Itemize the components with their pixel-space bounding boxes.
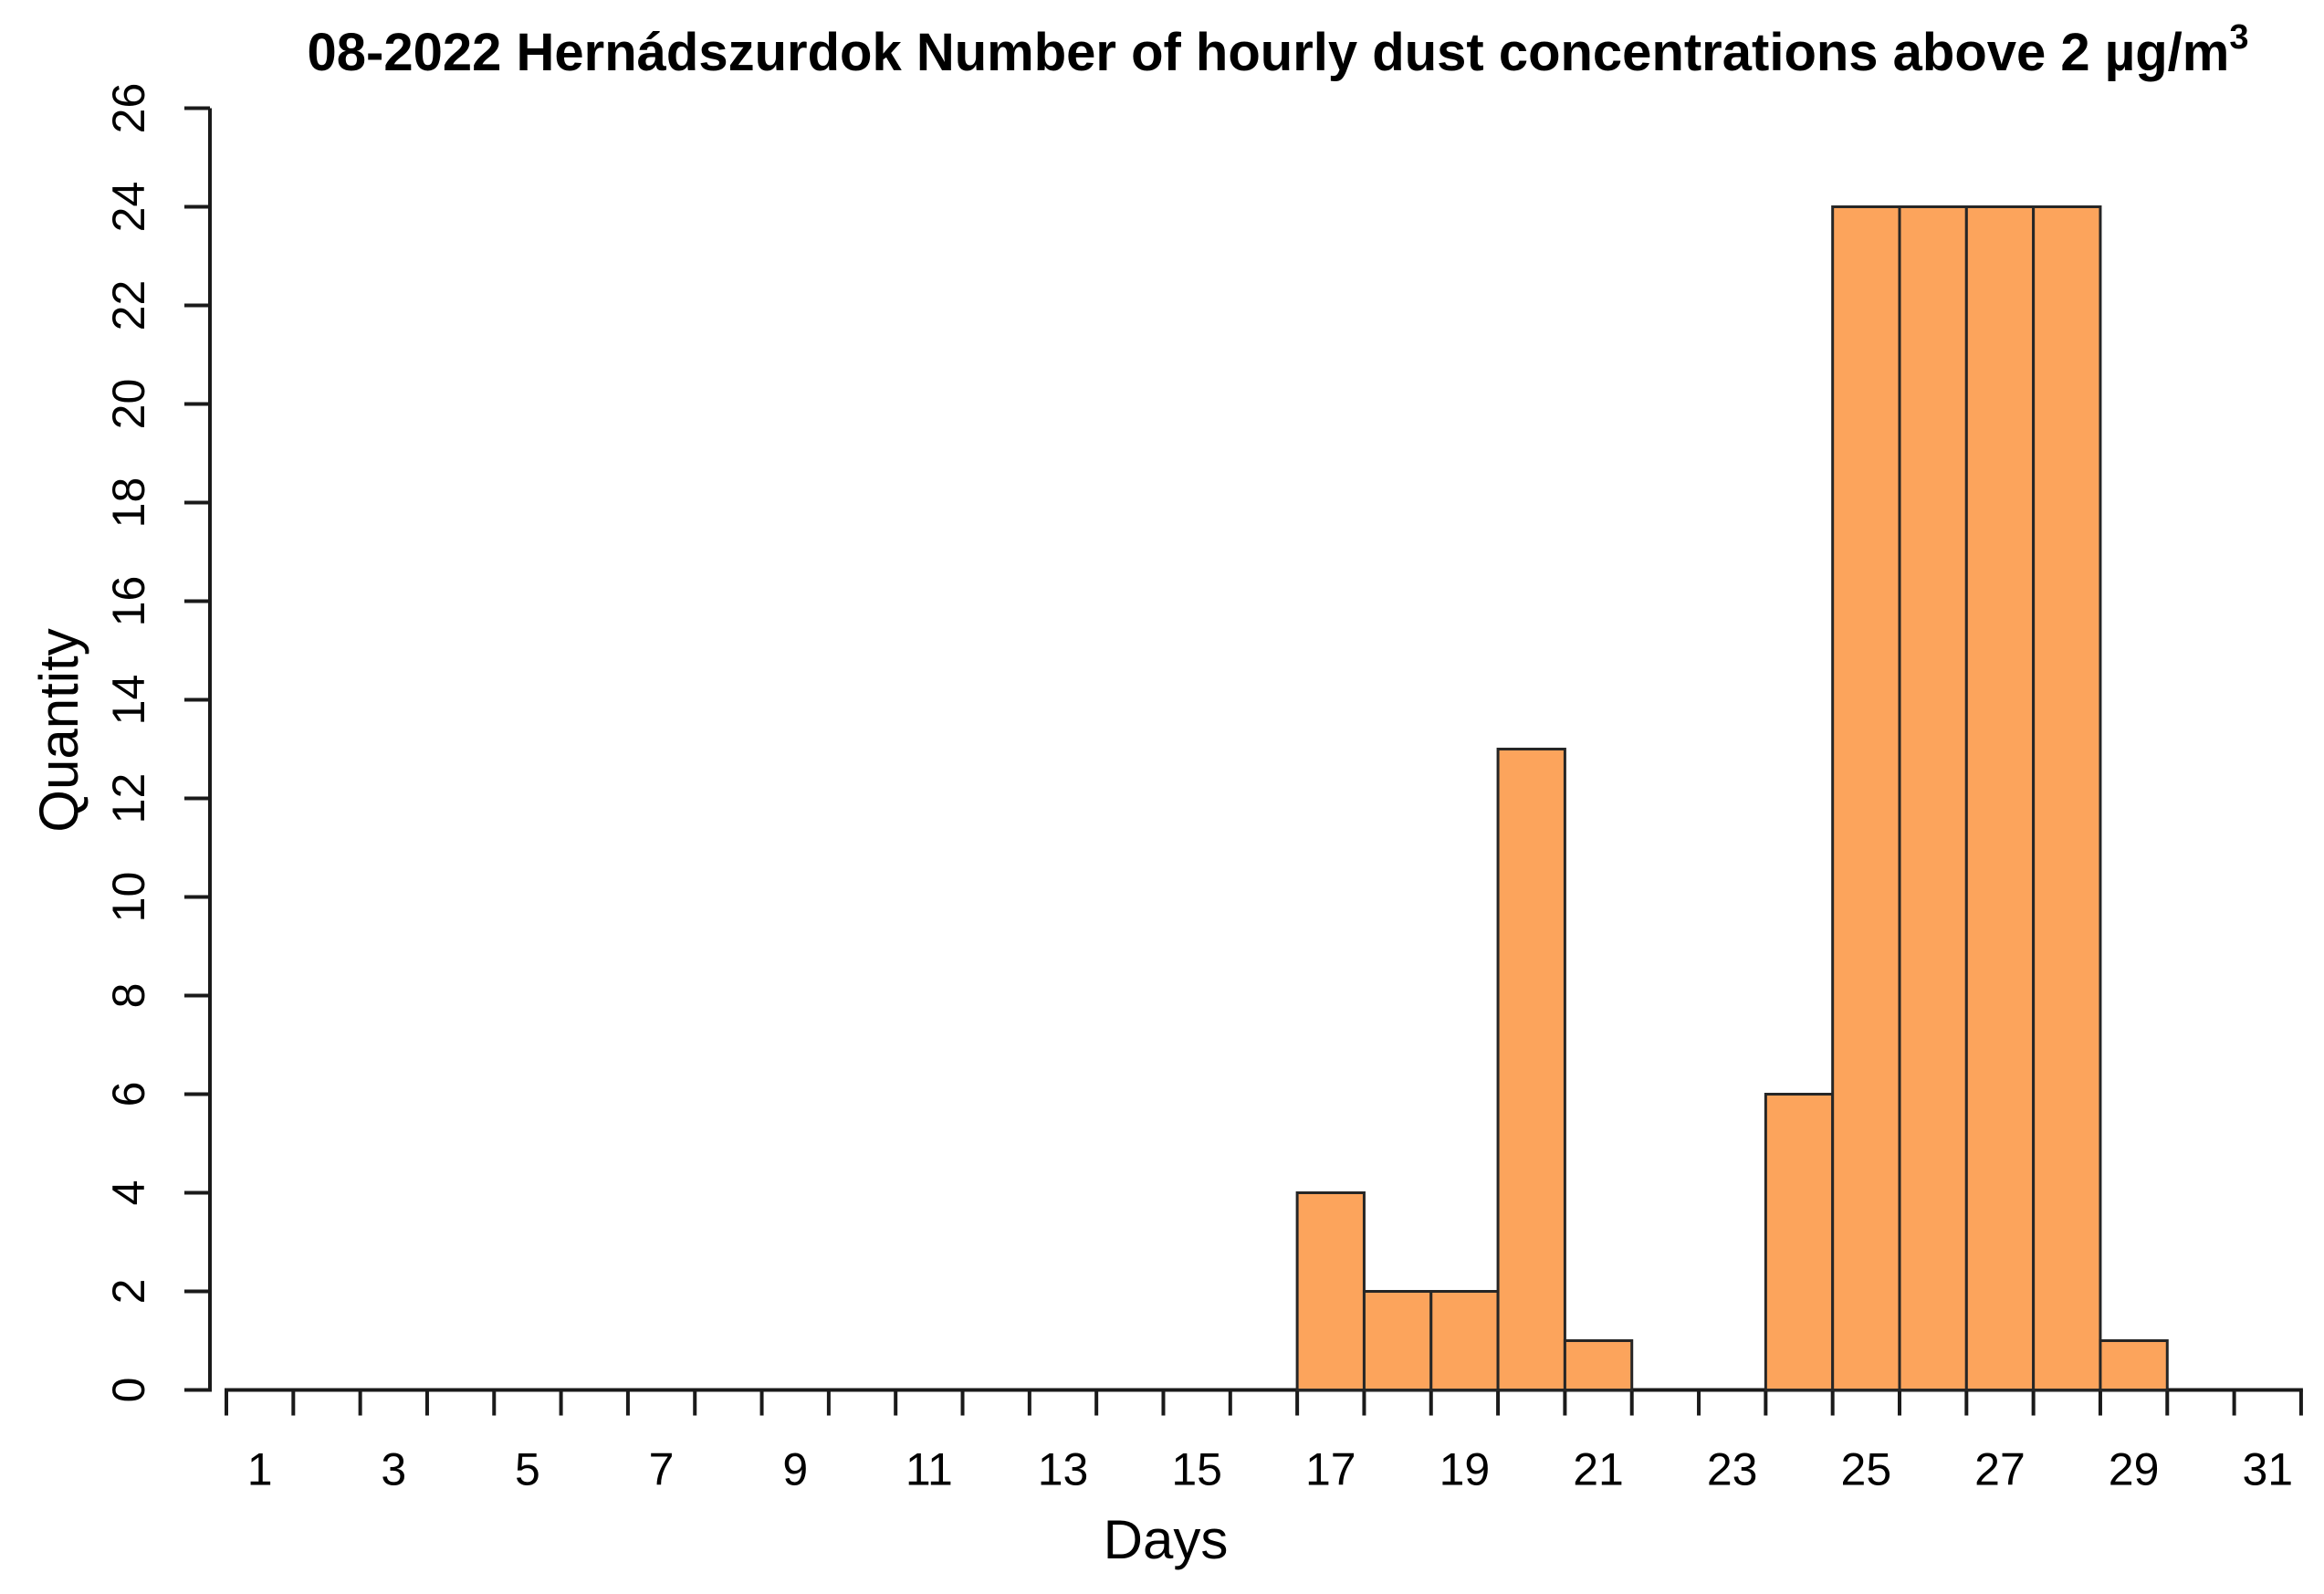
x-tick-label: 21 — [1573, 1444, 1624, 1495]
bar-day-21 — [1563, 1339, 1634, 1391]
y-tick-label: 2 — [103, 1279, 154, 1305]
x-tick-label: 29 — [2109, 1444, 2160, 1495]
y-tick-label: 26 — [103, 83, 154, 134]
x-tick-label: 3 — [381, 1444, 406, 1495]
bar-day-20 — [1496, 748, 1566, 1391]
y-tick-label: 20 — [103, 379, 154, 430]
chart-title-superscript: 3 — [2229, 18, 2248, 57]
x-tick-label: 19 — [1439, 1444, 1491, 1495]
y-tick-label: 22 — [103, 280, 154, 331]
y-tick-label: 24 — [103, 182, 154, 233]
axes-layer: 1 3 5 7 9 11 13 15 17 19 21 23 25 27 29 310246810121416… — [103, 83, 2303, 1495]
x-tick-label: 7 — [649, 1444, 675, 1495]
y-tick-label: 18 — [103, 477, 154, 529]
bar-day-28 — [2032, 205, 2102, 1391]
bar-day-29 — [2099, 1339, 2169, 1391]
y-tick-label: 16 — [103, 576, 154, 627]
x-axis-title: Days — [1104, 1509, 1229, 1570]
y-tick-label: 4 — [103, 1180, 154, 1206]
x-tick-label: 17 — [1305, 1444, 1356, 1495]
x-tick-label: 25 — [1841, 1444, 1892, 1495]
x-tick-label: 23 — [1707, 1444, 1758, 1495]
x-tick-label: 9 — [782, 1444, 808, 1495]
x-tick-label: 15 — [1171, 1444, 1222, 1495]
y-tick-label: 6 — [103, 1082, 154, 1107]
x-tick-label: 31 — [2242, 1444, 2293, 1495]
x-tick-label: 11 — [906, 1444, 953, 1495]
y-tick-label: 0 — [103, 1378, 154, 1403]
bar-day-17 — [1295, 1191, 1366, 1391]
y-tick-label: 8 — [103, 983, 154, 1009]
chart-title-text: 08-2022 Hernádszurdok Number of hourly d… — [308, 23, 2230, 82]
bar-day-27 — [1964, 205, 2036, 1391]
bar-day-25 — [1831, 205, 1901, 1391]
chart-title: 08-2022 Hernádszurdok Number of hourly d… — [308, 18, 2249, 82]
x-tick-label: 27 — [1974, 1444, 2026, 1495]
y-tick-label: 10 — [103, 872, 154, 923]
y-tick-label: 12 — [103, 773, 154, 824]
bar-day-19 — [1429, 1290, 1500, 1391]
y-axis-title: Quantity — [28, 628, 89, 832]
bar-day-24 — [1764, 1093, 1835, 1391]
x-tick-label: 13 — [1038, 1444, 1089, 1495]
y-tick-label: 14 — [103, 675, 154, 726]
bar-day-26 — [1898, 205, 1968, 1391]
bars-layer — [1295, 205, 2169, 1391]
bar-day-18 — [1362, 1290, 1433, 1391]
x-tick-label: 5 — [515, 1444, 540, 1495]
x-tick-label: 1 — [247, 1444, 273, 1495]
